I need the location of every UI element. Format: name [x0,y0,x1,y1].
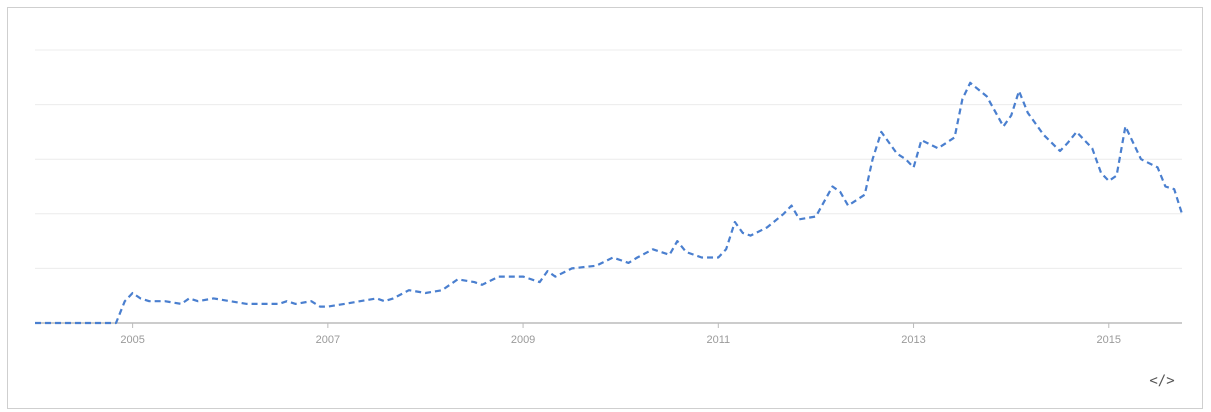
x-tick-label: 2009 [511,334,535,346]
gridlines [35,49,1182,324]
series-line [35,81,1184,325]
x-tick-label: 2013 [901,334,925,346]
series-line-path [35,81,1184,325]
embed-code-icon[interactable]: </> [1149,373,1175,389]
chart-frame [7,7,1203,409]
x-tick-label: 2015 [1097,334,1121,346]
x-tick-label: 2007 [316,334,340,346]
x-tick-label: 2011 [706,334,730,346]
x-tick-label: 2005 [120,334,144,346]
x-axis-ticks: 2005 2007 2009 2011 2013 2015 [120,323,1121,346]
